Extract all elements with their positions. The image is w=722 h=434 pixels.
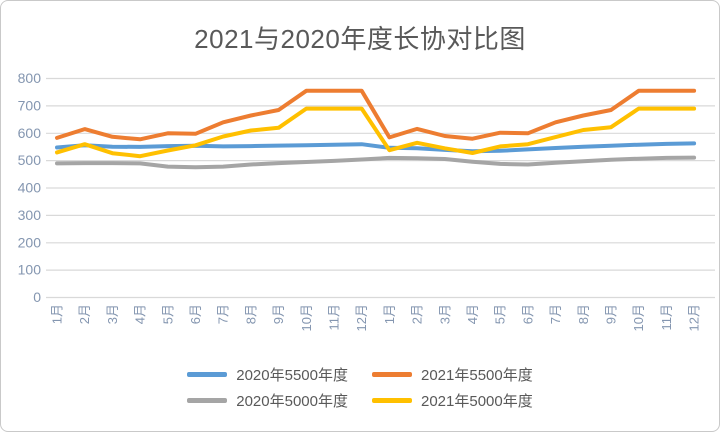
x-axis-label: 2月 [77, 304, 92, 324]
x-axis-label: 11月 [327, 304, 342, 331]
x-axis-label: 10月 [631, 304, 646, 331]
x-axis-label: 2月 [410, 304, 425, 324]
x-axis-label: 8月 [243, 304, 258, 324]
x-axis-label: 8月 [576, 304, 591, 324]
x-axis-label: 3月 [437, 304, 452, 324]
x-axis-label: 12月 [687, 304, 702, 331]
series-line-2021年5000年度 [55, 106, 697, 159]
x-axis-label: 9月 [271, 304, 286, 324]
x-axis-label: 6月 [188, 304, 203, 324]
legend-swatch-blue-line-icon [187, 372, 228, 377]
x-axis-label: 5月 [160, 304, 175, 324]
y-axis-label: 800 [18, 70, 42, 86]
legend-item-2021-5500: 2021年5500年度 [372, 364, 533, 385]
legend-label-2020-5000: 2020年5000年度 [236, 393, 348, 410]
series-line-2020年5000年度 [55, 155, 697, 170]
y-axis-label: 300 [18, 207, 42, 223]
legend-row-1: 2020年5500年度 2021年5500年度 [187, 364, 533, 385]
x-axis-label: 3月 [105, 304, 120, 324]
x-axis-label: 5月 [493, 304, 508, 324]
y-axis-label: 0 [33, 289, 41, 305]
y-axis-label: 100 [18, 262, 42, 278]
x-axis-label: 7月 [216, 304, 231, 324]
x-axis-label: 7月 [548, 304, 563, 324]
x-axis-label: 9月 [604, 304, 619, 324]
x-axis-label: 10月 [299, 304, 314, 331]
y-axis-label: 500 [18, 152, 42, 168]
y-axis-label: 200 [18, 234, 42, 250]
x-axis-label: 4月 [133, 304, 148, 324]
x-axis-label: 12月 [354, 304, 369, 331]
legend-label-2020-5500: 2020年5500年度 [236, 367, 348, 384]
x-axis-label: 11月 [659, 304, 674, 331]
legend-swatch-orange-line-icon [372, 372, 412, 377]
legend-label-2021-5500: 2021年5500年度 [421, 367, 533, 384]
chart-title: 2021与2020年度长协对比图 [194, 24, 526, 54]
legend-swatch-gray-line-icon [187, 398, 228, 403]
legend-item-2021-5000: 2021年5000年度 [372, 390, 533, 411]
legend-item-2020-5000: 2020年5000年度 [187, 390, 348, 411]
legend-swatch-yellow-line-icon [372, 398, 412, 403]
legend: 2020年5500年度 2021年5500年度 2020年5000年度 2021… [1, 364, 719, 411]
y-axis-label: 600 [18, 125, 42, 141]
x-axis-label: 1月 [50, 304, 65, 324]
series-line-2020年5500年度 [55, 141, 697, 154]
y-axis-label: 700 [18, 97, 42, 113]
legend-item-2020-5500: 2020年5500年度 [187, 364, 348, 385]
legend-label-2021-5000: 2021年5000年度 [421, 393, 533, 410]
x-axis-label: 1月 [382, 304, 397, 324]
x-axis-label: 4月 [465, 304, 480, 324]
series-line-2021年5500年度 [55, 88, 697, 142]
legend-row-2: 2020年5000年度 2021年5000年度 [187, 390, 533, 411]
x-axis-label: 6月 [520, 304, 535, 324]
y-axis-label: 400 [18, 180, 42, 196]
